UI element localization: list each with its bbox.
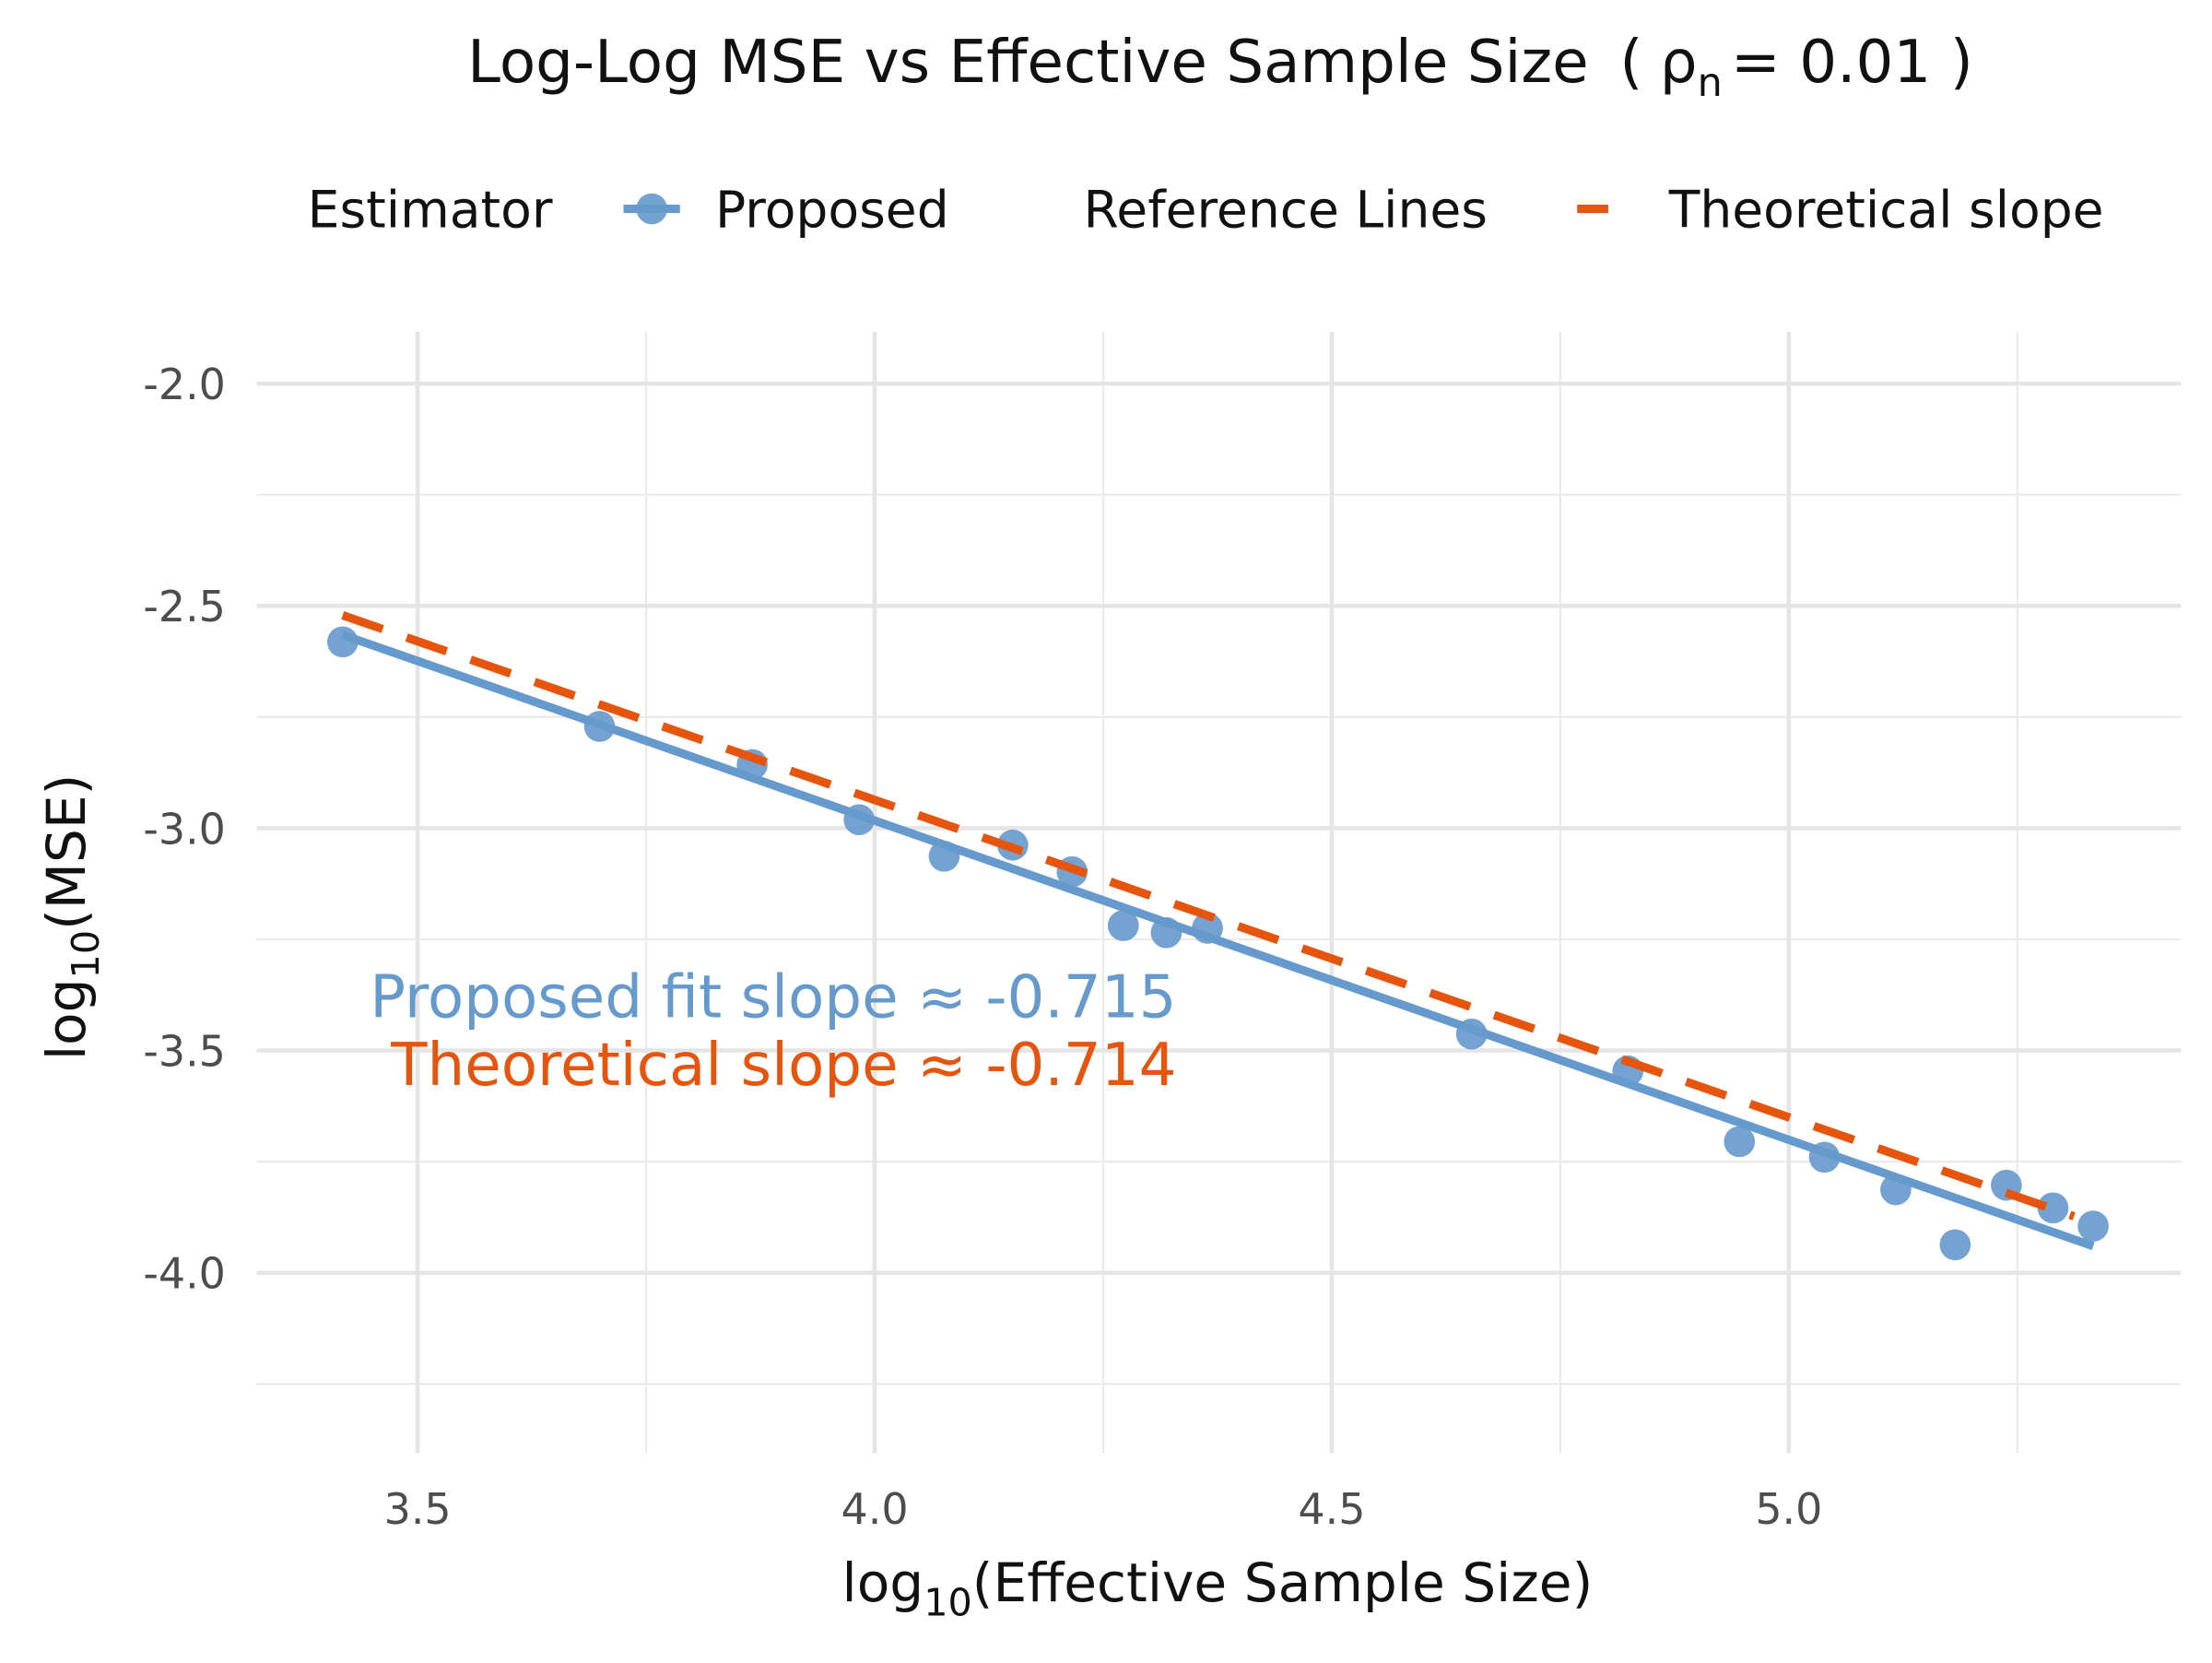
title-subscript: n (1698, 60, 1723, 106)
y-tick-label: -3.0 (143, 804, 226, 854)
point (1150, 916, 1182, 949)
annotation: Theoretical slope ≈ -0.714 (390, 1031, 1176, 1100)
x-axis-title: log10(Effective Sample Size) (842, 1551, 1594, 1624)
y-axis-title: log10(MSE) (35, 774, 108, 1060)
title-value: = 0.01 ) (1731, 28, 1973, 97)
point (2037, 1192, 2069, 1224)
x-tick-label: 5.0 (1755, 1484, 1822, 1534)
point (2077, 1210, 2109, 1242)
title-symbol: ρ (1660, 28, 1698, 97)
point (928, 840, 960, 872)
x-label-base: log (842, 1551, 924, 1614)
legend-title: Estimator (308, 180, 553, 239)
point (583, 711, 616, 742)
grid (256, 331, 2182, 1454)
x-label-subscript: 10 (924, 1581, 972, 1625)
title-open: ( (1619, 28, 1642, 97)
y-tick-label: -2.0 (143, 360, 226, 409)
title-main: Log-Log MSE vs Effective Sample Size (467, 28, 1589, 97)
point (1939, 1229, 1971, 1261)
point (1455, 1018, 1488, 1050)
y-tick-label: -2.5 (143, 582, 226, 631)
plot-area (326, 611, 2109, 1261)
reference-line (341, 611, 2076, 1221)
legend-title: Reference Lines (1084, 180, 1488, 239)
point (843, 804, 876, 836)
point (1808, 1141, 1841, 1174)
x-tick-label: 4.0 (841, 1484, 909, 1534)
x-label-rest: (Effective Sample Size) (972, 1551, 1594, 1614)
y-label-subscript: 10 (64, 930, 108, 979)
point (1107, 910, 1139, 941)
fit-line (341, 631, 2095, 1251)
point (1724, 1126, 1756, 1158)
point (326, 626, 359, 658)
legend-label: Theoretical slope (1668, 180, 2104, 239)
x-tick-label: 3.5 (384, 1484, 452, 1534)
x-tick-label: 4.5 (1298, 1484, 1365, 1534)
chart-title: Log-Log MSE vs Effective Sample Size ( ρn =… (467, 28, 1973, 106)
annotation: Proposed fit slope ≈ -0.715 (370, 963, 1176, 1032)
legend-key (636, 193, 667, 225)
point (1880, 1174, 1912, 1206)
legend: Estimator Proposed Reference Lines Theoreti… (308, 180, 2104, 239)
y-tick-label: -3.5 (143, 1026, 226, 1076)
legend-label: Proposed (715, 180, 949, 239)
point (1192, 913, 1223, 944)
y-tick-label: -4.0 (143, 1249, 226, 1299)
y-label-rest: (MSE) (35, 774, 98, 930)
y-label-base: log (35, 978, 98, 1060)
